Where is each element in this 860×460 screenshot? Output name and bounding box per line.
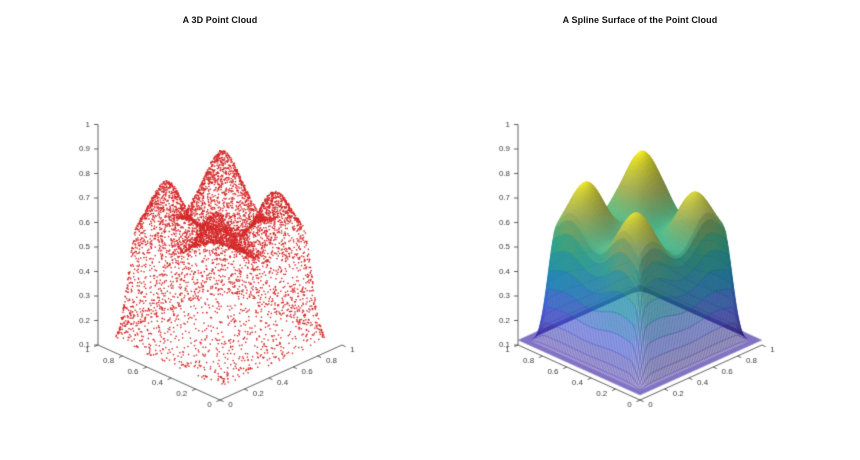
point-cloud-panel: A 3D Point Cloud xyxy=(20,14,420,460)
spline-surface-title: A Spline Surface of the Point Cloud xyxy=(562,15,718,25)
spline-surface-plot xyxy=(440,30,840,460)
point-cloud-title: A 3D Point Cloud xyxy=(182,15,258,25)
point-cloud-plot xyxy=(20,30,420,460)
spline-surface-panel: A Spline Surface of the Point Cloud xyxy=(440,14,840,460)
